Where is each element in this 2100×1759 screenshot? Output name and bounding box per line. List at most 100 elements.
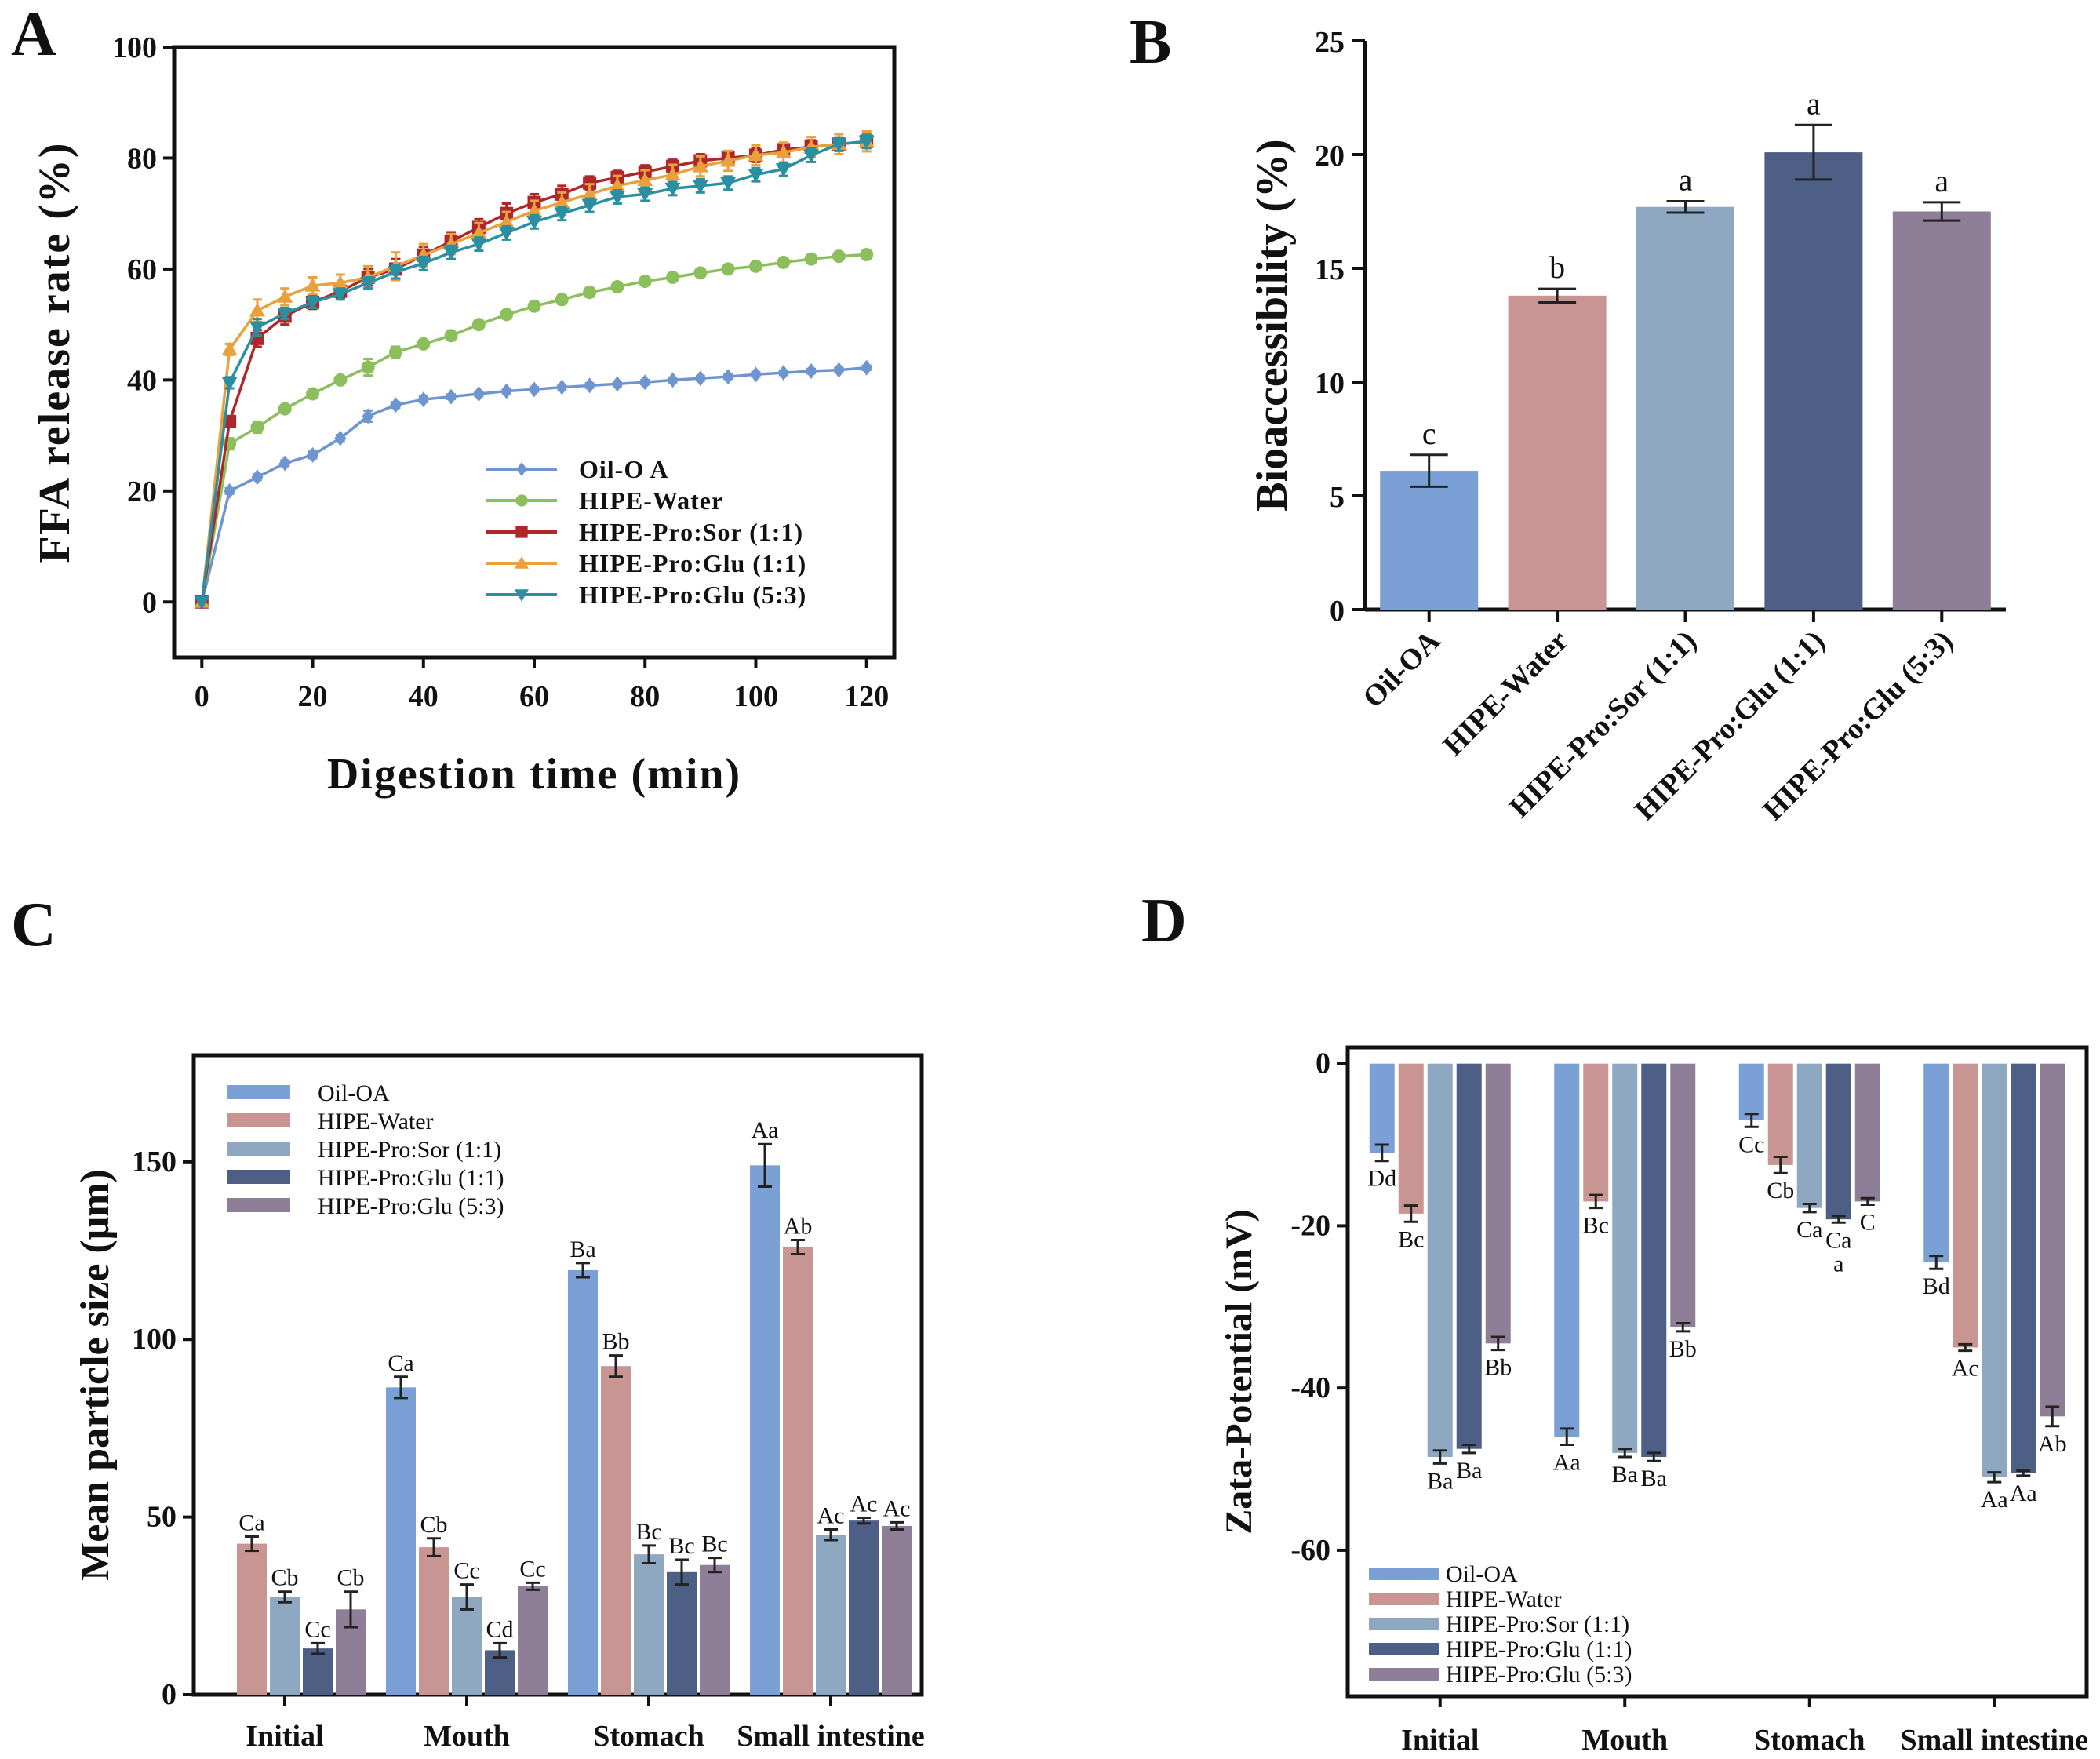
data-point bbox=[389, 397, 402, 413]
bar bbox=[270, 1597, 300, 1695]
group-letter-label: Aa bbox=[1553, 1450, 1581, 1476]
group-letter-label: Cc bbox=[519, 1556, 545, 1582]
bar bbox=[568, 1269, 598, 1695]
bar bbox=[1767, 1063, 1793, 1165]
legend-swatch bbox=[227, 1198, 290, 1212]
legend-label: HIPE-Water bbox=[1446, 1586, 1562, 1612]
legend-label: HIPE-Pro:Glu (5:3) bbox=[579, 581, 806, 609]
data-point bbox=[251, 469, 264, 486]
group-letter-label: Ba bbox=[1427, 1468, 1453, 1494]
data-point bbox=[471, 224, 487, 239]
group-letter-label: Ab bbox=[2038, 1431, 2067, 1457]
y-tick-label: 25 bbox=[1315, 26, 1345, 59]
group-letter-label: Cc bbox=[1738, 1131, 1764, 1157]
significance-letter: a bbox=[1934, 163, 1949, 198]
data-point bbox=[500, 308, 514, 322]
data-point bbox=[332, 275, 348, 290]
legend-swatch bbox=[1369, 1668, 1439, 1681]
y-tick-label: 80 bbox=[127, 142, 157, 175]
data-point bbox=[748, 259, 762, 273]
significance-letter: b bbox=[1549, 249, 1565, 285]
group-letter-label: Bb bbox=[1669, 1336, 1697, 1362]
panel-label-d: D bbox=[1141, 887, 1187, 956]
group-letter-label: Cb bbox=[1767, 1178, 1794, 1204]
legend-marker bbox=[515, 526, 528, 538]
bar bbox=[1485, 1063, 1511, 1344]
data-point bbox=[609, 177, 625, 192]
bar bbox=[816, 1535, 846, 1695]
data-point bbox=[694, 370, 707, 387]
legend-marker bbox=[515, 556, 529, 569]
bar bbox=[1953, 1063, 1978, 1348]
data-point bbox=[278, 402, 292, 416]
legend-label: HIPE-Pro:Glu (5:3) bbox=[1446, 1662, 1632, 1688]
bar bbox=[1636, 206, 1734, 610]
legend-label: HIPE-Pro:Sor (1:1) bbox=[1446, 1612, 1629, 1637]
bar bbox=[1923, 1063, 1949, 1262]
panel-c-frame bbox=[191, 1053, 924, 1697]
bar bbox=[1825, 1063, 1851, 1220]
bar bbox=[419, 1547, 449, 1695]
data-point bbox=[221, 341, 238, 355]
data-point bbox=[249, 321, 265, 336]
bar bbox=[303, 1648, 333, 1695]
bar bbox=[634, 1554, 664, 1695]
bar bbox=[518, 1586, 548, 1695]
x-tick-label: 60 bbox=[519, 680, 549, 713]
data-point bbox=[554, 195, 570, 209]
y-tick-label: 20 bbox=[127, 475, 157, 508]
data-point bbox=[748, 147, 764, 162]
bar bbox=[1796, 1063, 1822, 1208]
x-category-label: Small intestine bbox=[737, 1720, 925, 1753]
y-tick-label: 0 bbox=[1316, 1047, 1330, 1080]
panel-c-bar-chart: InitialCaCbCcCbMouthCaCbCcCdCcStomachBaB… bbox=[73, 1053, 925, 1753]
legend-swatch bbox=[1369, 1643, 1439, 1655]
data-point bbox=[249, 302, 265, 317]
group-letter-label: Ca bbox=[1796, 1217, 1822, 1243]
data-point bbox=[332, 288, 348, 302]
legend-marker bbox=[516, 462, 527, 476]
legend-swatch bbox=[227, 1113, 290, 1127]
x-category-label: Stomach bbox=[593, 1720, 704, 1753]
panel-b-bar-chart: 0 5 10 15 20 25 Bioaccessibility (%) c Oil-OA b HI… bbox=[1248, 26, 2006, 827]
bar bbox=[783, 1247, 813, 1695]
legend-swatch bbox=[1369, 1568, 1439, 1580]
data-point bbox=[804, 252, 818, 266]
y-tick-label: 5 bbox=[1330, 481, 1345, 514]
y-axis-title: FFA release rate (%) bbox=[31, 141, 79, 563]
data-point bbox=[498, 213, 515, 228]
group-letter-label: Ac bbox=[883, 1495, 911, 1521]
y-tick-label: 150 bbox=[132, 1145, 177, 1178]
data-point bbox=[500, 383, 513, 399]
data-point bbox=[610, 280, 624, 294]
x-axis-title: Digestion time (min) bbox=[327, 750, 741, 799]
data-point bbox=[417, 337, 431, 351]
group-letter-label: Cb bbox=[420, 1512, 447, 1538]
data-point bbox=[526, 202, 542, 217]
group-letter-label: Ca bbox=[1825, 1227, 1851, 1253]
data-point bbox=[637, 188, 653, 202]
data-point bbox=[722, 369, 734, 385]
group-letter-label: Aa bbox=[752, 1117, 779, 1143]
group-letter-label: Bb bbox=[602, 1329, 629, 1355]
bar bbox=[1738, 1063, 1764, 1121]
data-point bbox=[415, 257, 431, 271]
data-point bbox=[250, 420, 264, 434]
data-point bbox=[860, 248, 874, 262]
legend-label: HIPE-Pro:Glu (1:1) bbox=[318, 1165, 504, 1191]
data-point bbox=[471, 238, 487, 253]
x-category-label: Stomach bbox=[1754, 1724, 1865, 1757]
bar bbox=[667, 1571, 697, 1695]
data-point bbox=[581, 199, 598, 213]
bar bbox=[700, 1564, 730, 1695]
data-point bbox=[748, 169, 764, 183]
data-point bbox=[692, 180, 708, 194]
y-axis-title: Zata-Potential (mV) bbox=[1218, 1209, 1260, 1535]
legend-label: HIPE-Pro:Glu (5:3) bbox=[318, 1193, 504, 1219]
legend-marker bbox=[515, 494, 528, 507]
legend-label: Oil-OA bbox=[1446, 1561, 1518, 1587]
data-point bbox=[221, 377, 238, 391]
data-point bbox=[637, 172, 653, 187]
